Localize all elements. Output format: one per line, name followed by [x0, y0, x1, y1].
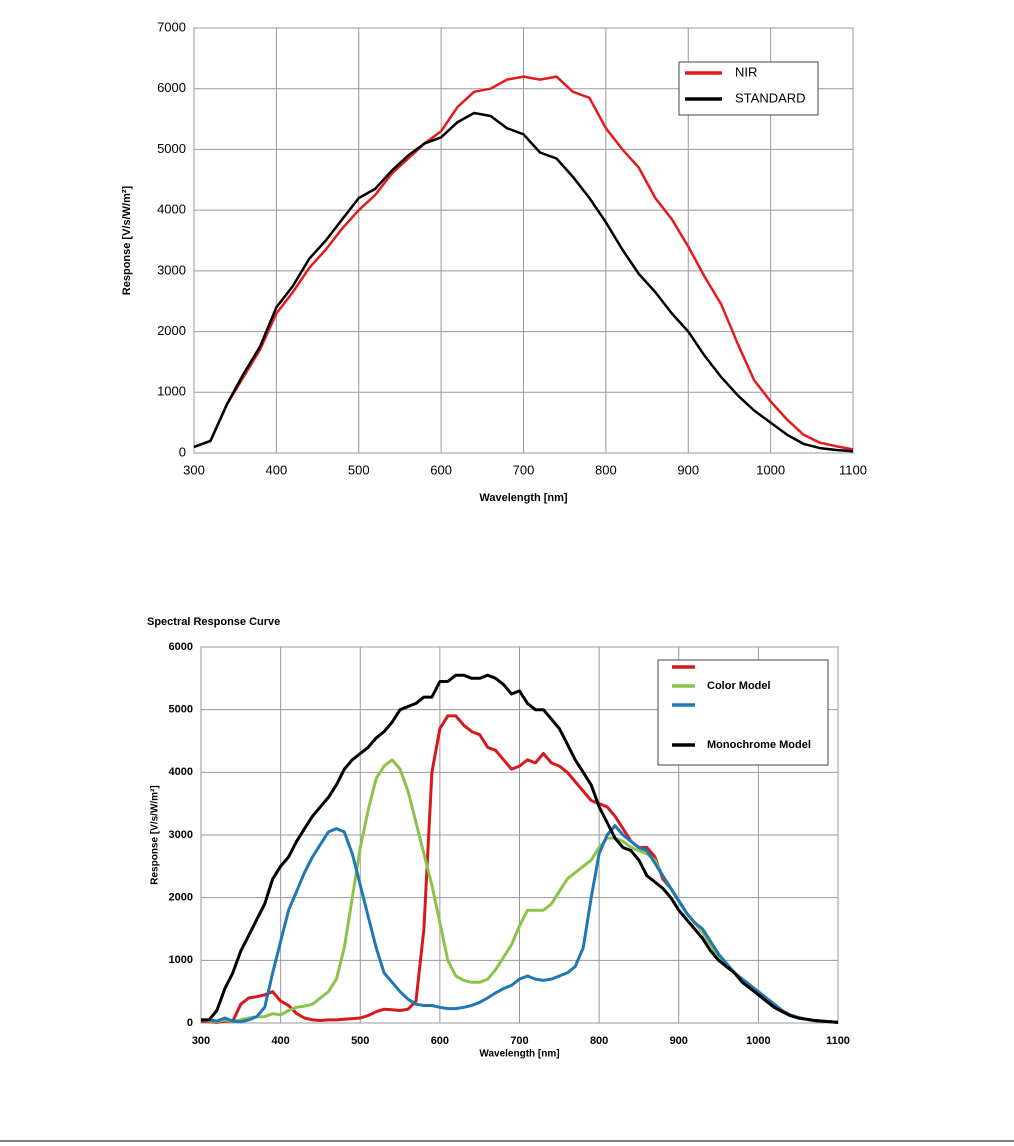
x-tick-label: 900	[677, 462, 699, 477]
y-tick-label: 3000	[157, 262, 186, 277]
y-axis-label: Response [V/s/W/m²]	[150, 785, 161, 884]
x-tick-label: 1000	[756, 462, 785, 477]
y-tick-label: 1000	[169, 954, 193, 966]
y-tick-label: 7000	[157, 19, 186, 34]
series-line	[193, 75, 854, 451]
x-tick-label: 600	[430, 462, 452, 477]
legend-label: Monochrome Model	[707, 739, 811, 751]
series-line	[201, 673, 839, 1024]
y-tick-label: 0	[179, 444, 186, 459]
y-tick-label: 5000	[169, 704, 193, 716]
x-tick-label: 1100	[826, 1035, 850, 1047]
chart-title: Spectral Response Curve	[147, 616, 280, 628]
y-tick-label: 6000	[157, 80, 186, 95]
series-line	[193, 111, 854, 453]
y-tick-label: 0	[187, 1017, 193, 1029]
x-axis-label: Wavelength [nm]	[479, 1049, 559, 1060]
y-tick-label: 1000	[157, 384, 186, 399]
legend-box	[678, 61, 819, 116]
legend-label: NIR	[735, 64, 757, 79]
legend-label: Color Model	[707, 680, 771, 692]
x-tick-label: 400	[271, 1035, 289, 1047]
y-tick-label: 6000	[169, 641, 193, 653]
x-tick-label: 300	[192, 1035, 210, 1047]
x-tick-label: 500	[351, 1035, 369, 1047]
y-tick-label: 2000	[157, 323, 186, 338]
y-tick-label: 3000	[169, 829, 193, 841]
x-tick-label: 1000	[746, 1035, 770, 1047]
y-axis-label: Response [V/s/W/m²]	[121, 185, 133, 295]
x-tick-label: 700	[510, 1035, 528, 1047]
y-tick-label: 5000	[157, 141, 186, 156]
x-axis-label: Wavelength [nm]	[479, 492, 568, 504]
x-tick-label: 800	[590, 1035, 608, 1047]
x-tick-label: 500	[348, 462, 370, 477]
legend-box	[657, 659, 829, 766]
y-tick-label: 4000	[157, 202, 186, 217]
legend-label: STANDARD	[735, 90, 806, 105]
x-tick-label: 400	[266, 462, 288, 477]
x-tick-label: 800	[595, 462, 617, 477]
x-tick-label: 700	[513, 462, 535, 477]
y-tick-label: 4000	[169, 766, 193, 778]
x-tick-label: 300	[183, 462, 205, 477]
y-tick-label: 2000	[169, 892, 193, 904]
x-tick-label: 900	[670, 1035, 688, 1047]
x-tick-label: 1100	[839, 462, 867, 477]
x-tick-label: 600	[431, 1035, 449, 1047]
